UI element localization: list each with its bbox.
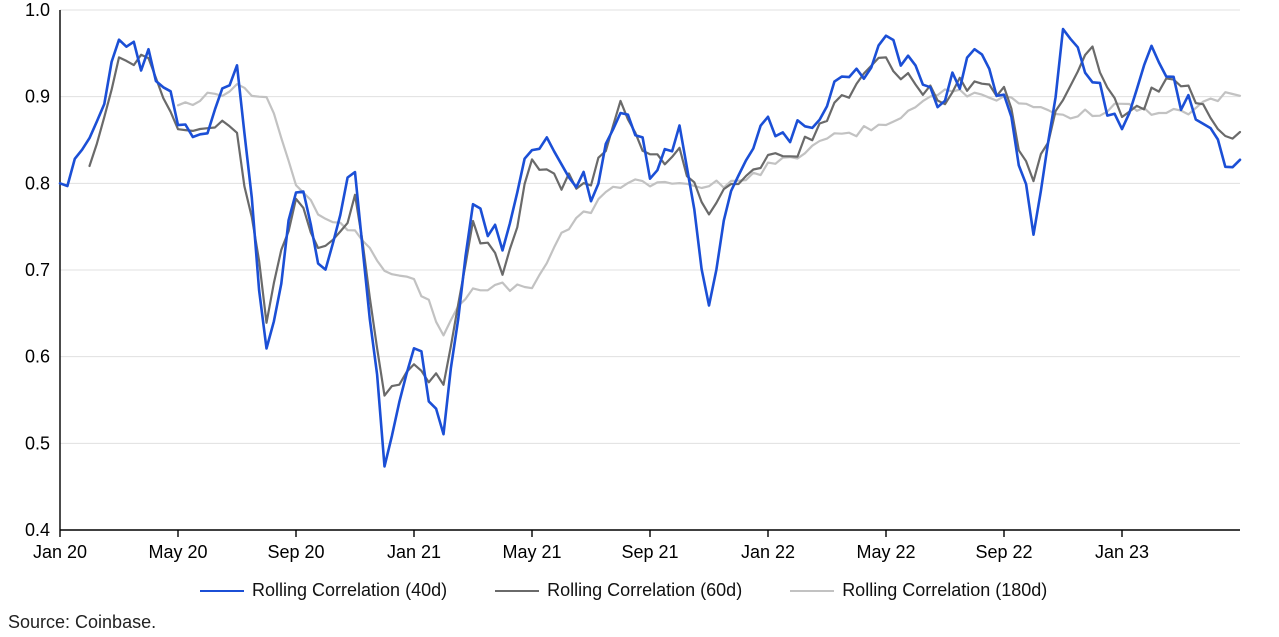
x-tick-label: Jan 23	[1095, 542, 1149, 562]
chart-legend: Rolling Correlation (40d) Rolling Correla…	[200, 580, 1047, 601]
line-chart: 0.4 0.5 0.6 0.7 0.8 0.9 1.0 Jan 20 May 20 Sep 20 J…	[0, 0, 1279, 637]
y-tick-label: 0.4	[25, 520, 50, 540]
chart-container: 0.4 0.5 0.6 0.7 0.8 0.9 1.0 Jan 20 May 20 Sep 20 J…	[0, 0, 1279, 637]
y-tick-label: 0.8	[25, 173, 50, 193]
x-tick-label: Sep 20	[267, 542, 324, 562]
x-tick-label: Sep 21	[621, 542, 678, 562]
legend-label: Rolling Correlation (40d)	[252, 580, 447, 601]
legend-swatch	[790, 590, 834, 592]
x-tick-label: May 22	[856, 542, 915, 562]
y-tick-label: 0.9	[25, 87, 50, 107]
legend-label: Rolling Correlation (60d)	[547, 580, 742, 601]
x-tick-label: Jan 22	[741, 542, 795, 562]
legend-swatch	[495, 590, 539, 592]
legend-item: Rolling Correlation (40d)	[200, 580, 447, 601]
legend-label: Rolling Correlation (180d)	[842, 580, 1047, 601]
x-tick-label: Jan 21	[387, 542, 441, 562]
legend-item: Rolling Correlation (60d)	[495, 580, 742, 601]
y-tick-label: 0.5	[25, 433, 50, 453]
x-tick-label: Sep 22	[975, 542, 1032, 562]
x-tick-label: Jan 20	[33, 542, 87, 562]
source-caption: Source: Coinbase.	[8, 612, 156, 633]
legend-item: Rolling Correlation (180d)	[790, 580, 1047, 601]
y-tick-label: 0.7	[25, 260, 50, 280]
y-tick-label: 1.0	[25, 0, 50, 20]
x-tick-label: May 21	[502, 542, 561, 562]
x-tick-label: May 20	[148, 542, 207, 562]
legend-swatch	[200, 590, 244, 592]
y-tick-label: 0.6	[25, 347, 50, 367]
